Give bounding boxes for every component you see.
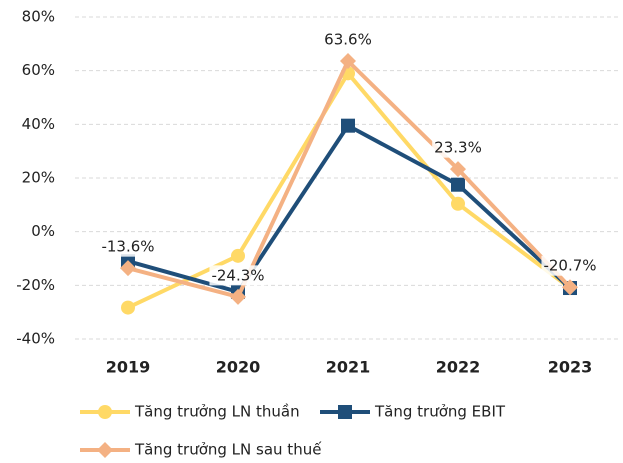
marker [450,161,466,178]
legend-label: Tăng trưởng LN sau thuế [134,441,322,459]
marker [451,177,465,192]
y-tick-label: 40% [22,115,55,133]
data-label-box [322,29,374,50]
y-tick-label: 20% [22,169,55,187]
marker [341,118,355,133]
series-line [127,71,572,310]
x-tick-label: 2023 [548,358,593,377]
x-tick-label: 2022 [436,358,481,377]
marker [98,405,112,419]
data-label-group: 63.6% [322,29,374,50]
y-tick-label: 80% [22,8,55,26]
marker [340,53,356,70]
x-tick-label: 2019 [106,358,151,377]
series-line [127,59,572,299]
y-tick-label: -40% [16,330,55,348]
data-label-box [209,265,267,286]
y-tick-label: 60% [22,61,55,79]
data-label: -13.6% [101,238,154,256]
x-tick-label: 2020 [216,358,261,377]
marker [120,260,136,277]
data-label-box [99,236,157,257]
series-line [127,123,572,294]
data-label: -20.7% [543,257,596,275]
data-label-group: 23.3% [432,137,484,158]
data-label-box [541,255,599,276]
marker [562,279,578,296]
data-label-group: -24.3% [209,265,267,286]
marker [230,288,246,305]
legend-label: Tăng trưởng LN thuần [134,403,300,421]
data-label: 63.6% [324,31,372,49]
x-tick-label: 2021 [326,358,371,377]
marker [231,248,245,263]
marker [121,300,135,315]
data-label-group: -20.7% [541,255,599,276]
y-tick-label: 0% [31,222,55,240]
data-label: -24.3% [211,266,264,284]
data-label: 23.3% [434,139,482,157]
data-label-group: -13.6% [99,236,157,257]
data-label-box [432,137,484,158]
y-tick-label: -20% [16,276,55,294]
marker [338,405,352,419]
marker [97,442,113,458]
legend-label: Tăng trưởng EBIT [374,403,506,421]
marker [451,196,465,211]
